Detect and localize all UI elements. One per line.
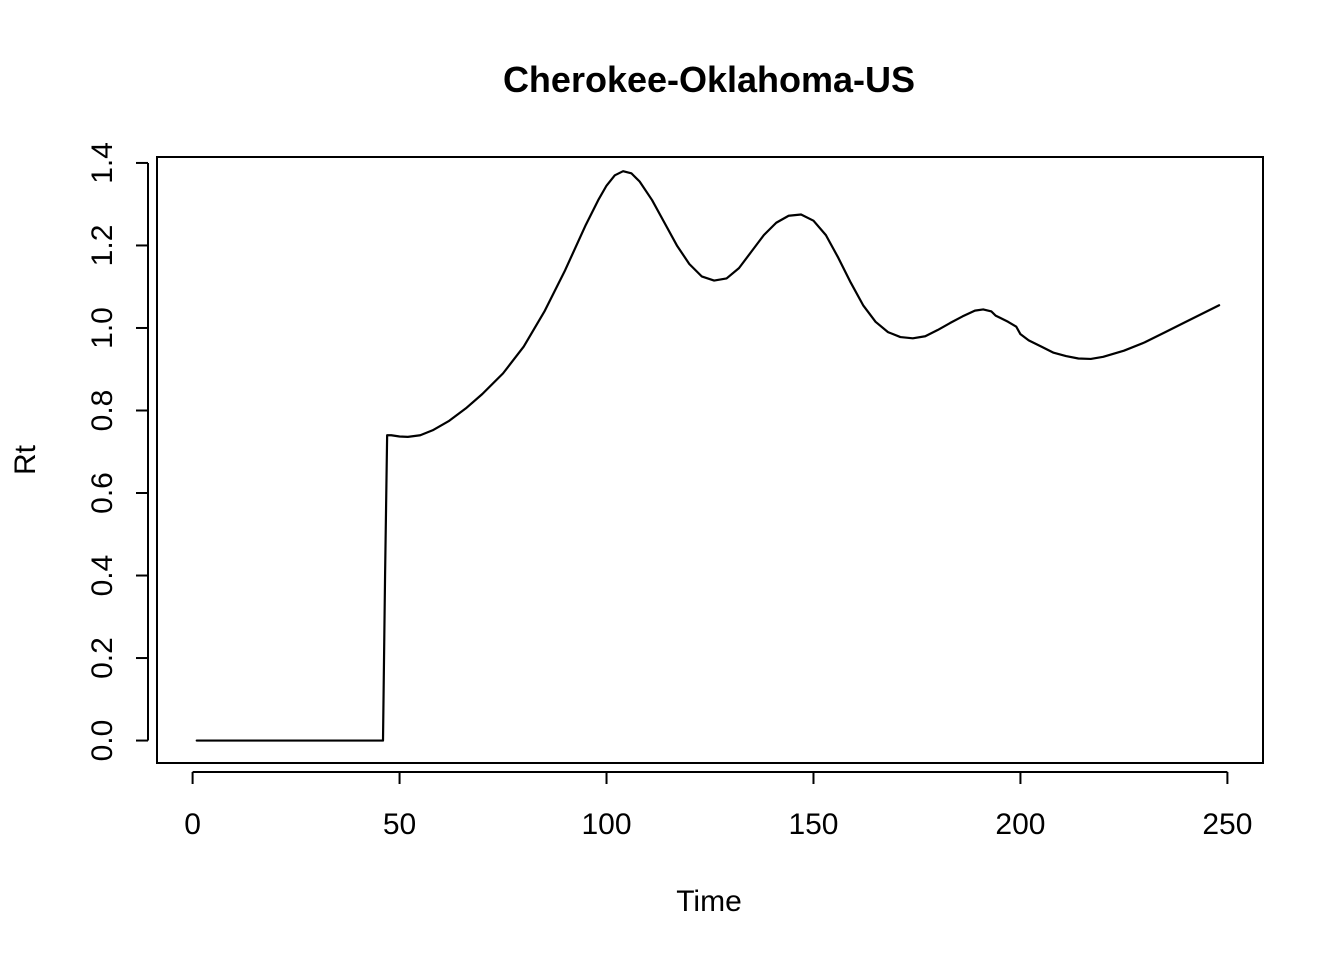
x-axis-label: Time bbox=[676, 885, 742, 918]
y-tick-label: 0.6 bbox=[86, 472, 119, 514]
x-tick-label: 250 bbox=[1202, 808, 1252, 841]
x-tick-label: 100 bbox=[581, 808, 631, 841]
x-tick-label: 50 bbox=[383, 808, 416, 841]
y-tick-label: 1.0 bbox=[86, 307, 119, 349]
y-axis: 0.0 0.2 0.4 0.6 0.8 1.0 1.2 1.4 bbox=[86, 142, 149, 762]
y-axis-label: Rt bbox=[9, 444, 42, 475]
y-tick-label: 0.0 bbox=[86, 720, 119, 762]
x-tick-label: 200 bbox=[995, 808, 1045, 841]
y-tick-label: 0.2 bbox=[86, 637, 119, 679]
x-axis: 0 50 100 150 200 250 bbox=[184, 771, 1252, 841]
y-tick-label: 0.4 bbox=[86, 555, 119, 597]
chart-title: Cherokee-Oklahoma-US bbox=[503, 59, 915, 100]
rt-series-line bbox=[195, 170, 1221, 742]
x-tick-label: 150 bbox=[788, 808, 838, 841]
plot-frame bbox=[156, 156, 1264, 764]
y-tick-label: 1.2 bbox=[86, 225, 119, 267]
y-tick-label: 1.4 bbox=[86, 142, 119, 184]
x-tick-label: 0 bbox=[184, 808, 201, 841]
y-tick-label: 0.8 bbox=[86, 390, 119, 432]
